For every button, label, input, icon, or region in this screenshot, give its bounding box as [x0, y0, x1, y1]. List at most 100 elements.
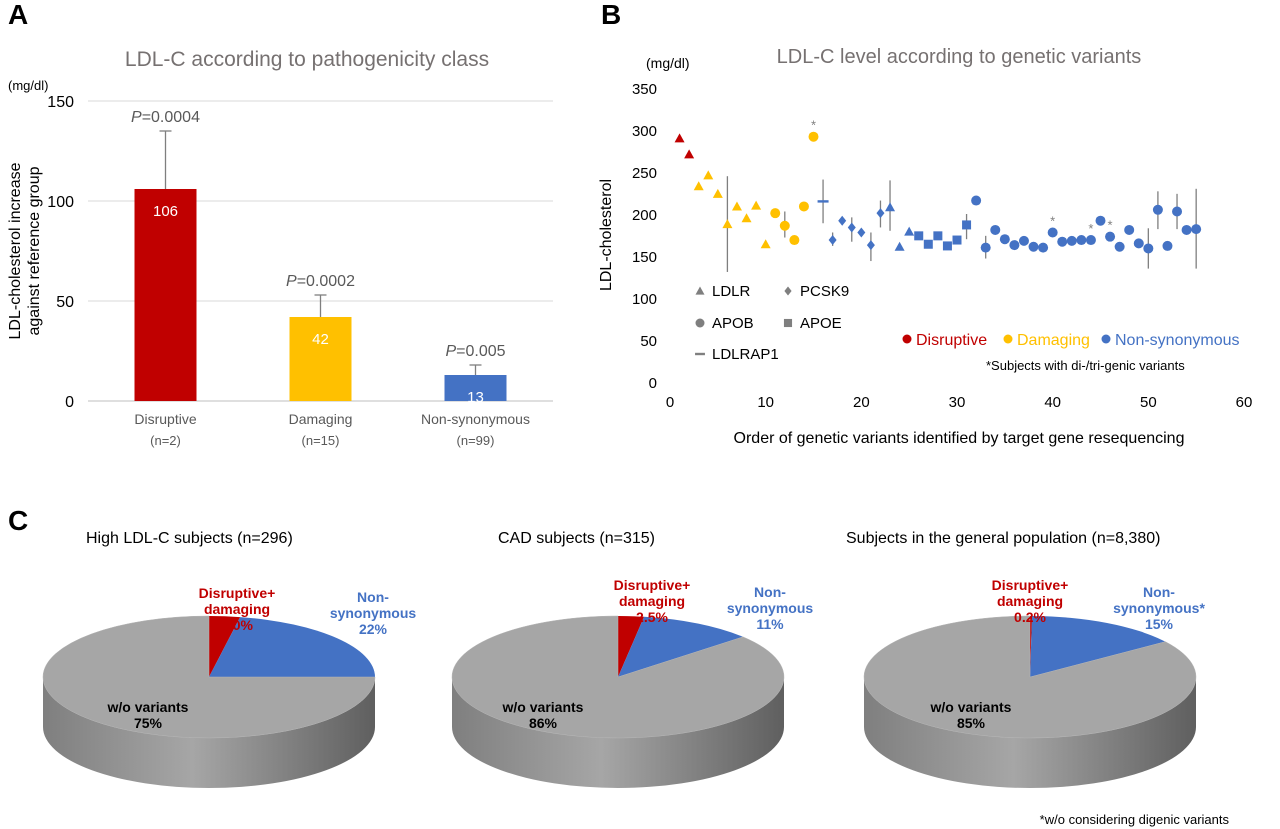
data-point [885, 202, 896, 212]
x-tick-label: 50 [1140, 394, 1157, 411]
y-tick-label: 0 [65, 394, 74, 411]
x-tick-label: 40 [1044, 394, 1061, 411]
y-tick-label: 100 [632, 291, 657, 308]
p-value-label: P=0.0002 [286, 273, 355, 290]
legend-shape-label: PCSK9 [800, 283, 849, 300]
x-tick-label: 60 [1236, 394, 1253, 411]
p-value-label: P=0.005 [445, 343, 505, 360]
data-point [1191, 224, 1202, 235]
chart-b-points: * * * * [674, 118, 1202, 254]
data-point [1018, 235, 1029, 246]
legend-color-label: Damaging [1017, 332, 1090, 349]
pie-slice-wo [863, 615, 1197, 739]
data-point [817, 200, 829, 203]
pie-slice-nonsyn [618, 616, 743, 677]
data-point [695, 286, 705, 295]
data-point [1066, 235, 1077, 246]
pie-label-disruptive: Disruptive+ damaging 2.5% [614, 577, 691, 625]
data-point [674, 133, 685, 143]
data-point [1076, 235, 1087, 246]
data-point [1124, 224, 1135, 235]
data-point [722, 219, 733, 229]
data-point [1009, 240, 1020, 251]
bar [444, 375, 507, 401]
data-point [703, 170, 714, 180]
pie-label-nonsyn: Non-synonymous* 15% [1113, 584, 1205, 632]
pie-slice-disruptive [209, 616, 241, 677]
data-point [1095, 215, 1106, 226]
pie-slice-disruptive [618, 616, 645, 677]
y-tick-label: 50 [56, 294, 74, 311]
data-point [1114, 241, 1125, 252]
data-point [1181, 224, 1192, 235]
scatter-chart-panel-b: LDL-C level according to genetic variant… [598, 46, 1252, 447]
panel-label-a: A [8, 0, 28, 30]
data-point [1047, 227, 1058, 238]
data-point [828, 235, 837, 246]
data-point [695, 318, 705, 328]
x-tick-label: 30 [949, 394, 966, 411]
legend-color-swatch [1003, 334, 1013, 344]
y-tick-label: 300 [632, 123, 657, 140]
legend-color-swatch [1101, 334, 1111, 344]
category-label: Non-synonymous [421, 411, 530, 427]
data-point [980, 242, 991, 253]
y-tick-label: 350 [632, 81, 657, 98]
data-point [779, 220, 790, 231]
star-marker: * [811, 118, 816, 133]
data-point [783, 318, 793, 328]
pie-title: High LDL-C subjects (n=296) [86, 530, 293, 547]
chart-a-ylabel-line-1: LDL-cholesterol increase [7, 162, 24, 339]
data-point [770, 208, 781, 219]
bar-value-label: 13 [467, 389, 484, 406]
y-tick-label: 250 [632, 165, 657, 182]
data-point [838, 215, 847, 226]
pie-chart-3: Subjects in the general population (n=8,… [846, 530, 1205, 788]
data-point [876, 208, 885, 219]
star-marker: * [1088, 221, 1093, 236]
data-point [1085, 235, 1096, 246]
category-label: Disruptive [134, 411, 196, 427]
chart-b-ylabel: LDL-cholesterol [598, 179, 615, 291]
data-point [866, 240, 875, 251]
pie-label-wo: w/o variants 75% [107, 699, 189, 731]
pie-slice-wo [42, 615, 376, 739]
pie-label-wo: w/o variants 86% [502, 699, 584, 731]
chart-a-ylabel: LDL-cholesterol increase against referen… [7, 162, 43, 339]
data-point [847, 222, 856, 233]
data-point [942, 241, 952, 251]
data-point [1057, 236, 1068, 247]
category-n-label: (n=99) [457, 433, 495, 448]
chart-b-footnote: *Subjects with di-/tri-genic variants [986, 358, 1185, 373]
chart-b-title: LDL-C level according to genetic variant… [777, 46, 1142, 68]
x-tick-label: 20 [853, 394, 870, 411]
panel-label-c: C [8, 505, 28, 536]
data-point [808, 131, 819, 142]
data-point [741, 213, 752, 223]
data-point [1038, 242, 1049, 253]
data-point [1172, 206, 1183, 217]
pie-slice-disruptive [1030, 616, 1033, 677]
data-point [952, 235, 962, 245]
bar [134, 189, 197, 401]
y-tick-label: 50 [640, 333, 657, 350]
chart-a-y-ticks: 0 50 100 150 [47, 94, 74, 411]
pie-side [43, 677, 375, 788]
pie-slice-nonsyn [209, 617, 375, 677]
data-point [684, 149, 695, 159]
data-point [760, 239, 771, 249]
data-point [894, 241, 905, 251]
pie-slice-nonsyn [1030, 616, 1166, 677]
y-tick-label: 0 [649, 375, 657, 392]
legend-color-label: Disruptive [916, 332, 987, 349]
pie-title: Subjects in the general population (n=8,… [846, 530, 1160, 547]
category-label: Damaging [289, 411, 353, 427]
chart-a-unit: (mg/dl) [8, 78, 48, 93]
chart-b-xlabel: Order of genetic variants identified by … [734, 430, 1185, 447]
data-point [751, 200, 762, 210]
pie-side [452, 677, 784, 788]
data-point [971, 195, 982, 206]
pie-side [864, 677, 1196, 788]
pie-slice-wo [451, 615, 785, 739]
data-point [962, 220, 972, 230]
